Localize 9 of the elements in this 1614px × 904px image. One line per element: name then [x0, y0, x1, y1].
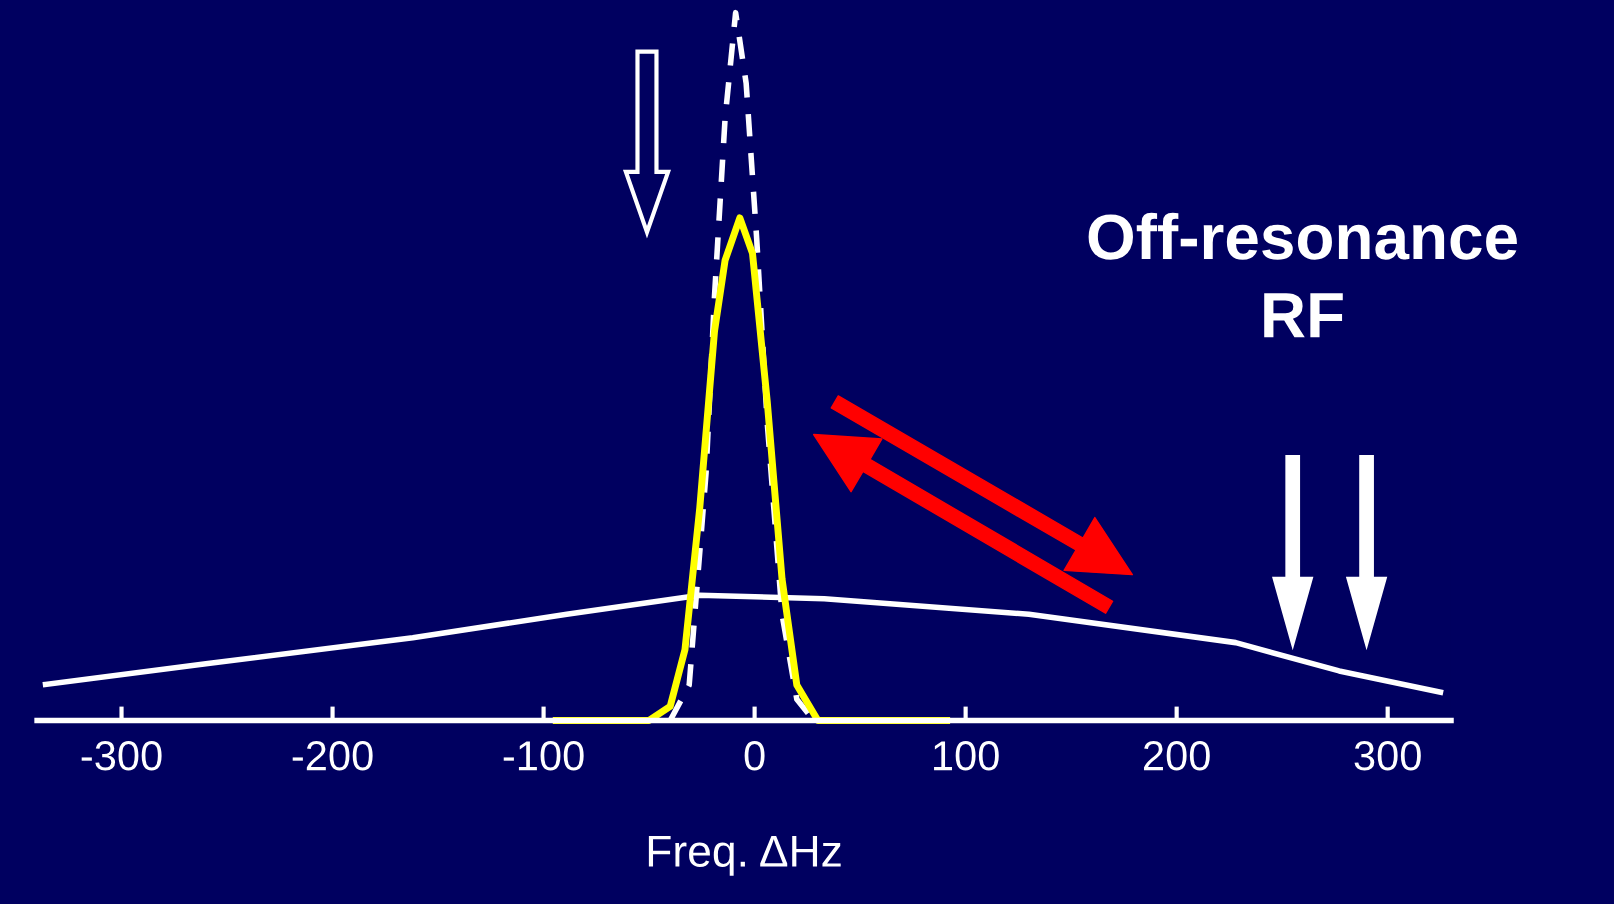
- annotation: Off-resonance RF: [1088, 212, 1517, 338]
- x-axis-title: Freq. ΔHz: [648, 835, 841, 876]
- x-tick-label: 200: [1143, 741, 1210, 771]
- x-tick-label: -100: [503, 741, 584, 771]
- x-tick-label: 100: [934, 741, 999, 771]
- x-tick-label: -300: [81, 741, 162, 771]
- x-tick-label: 0: [744, 741, 765, 771]
- x-tick-label: -200: [292, 741, 373, 771]
- x-tick-label: 300: [1354, 741, 1421, 771]
